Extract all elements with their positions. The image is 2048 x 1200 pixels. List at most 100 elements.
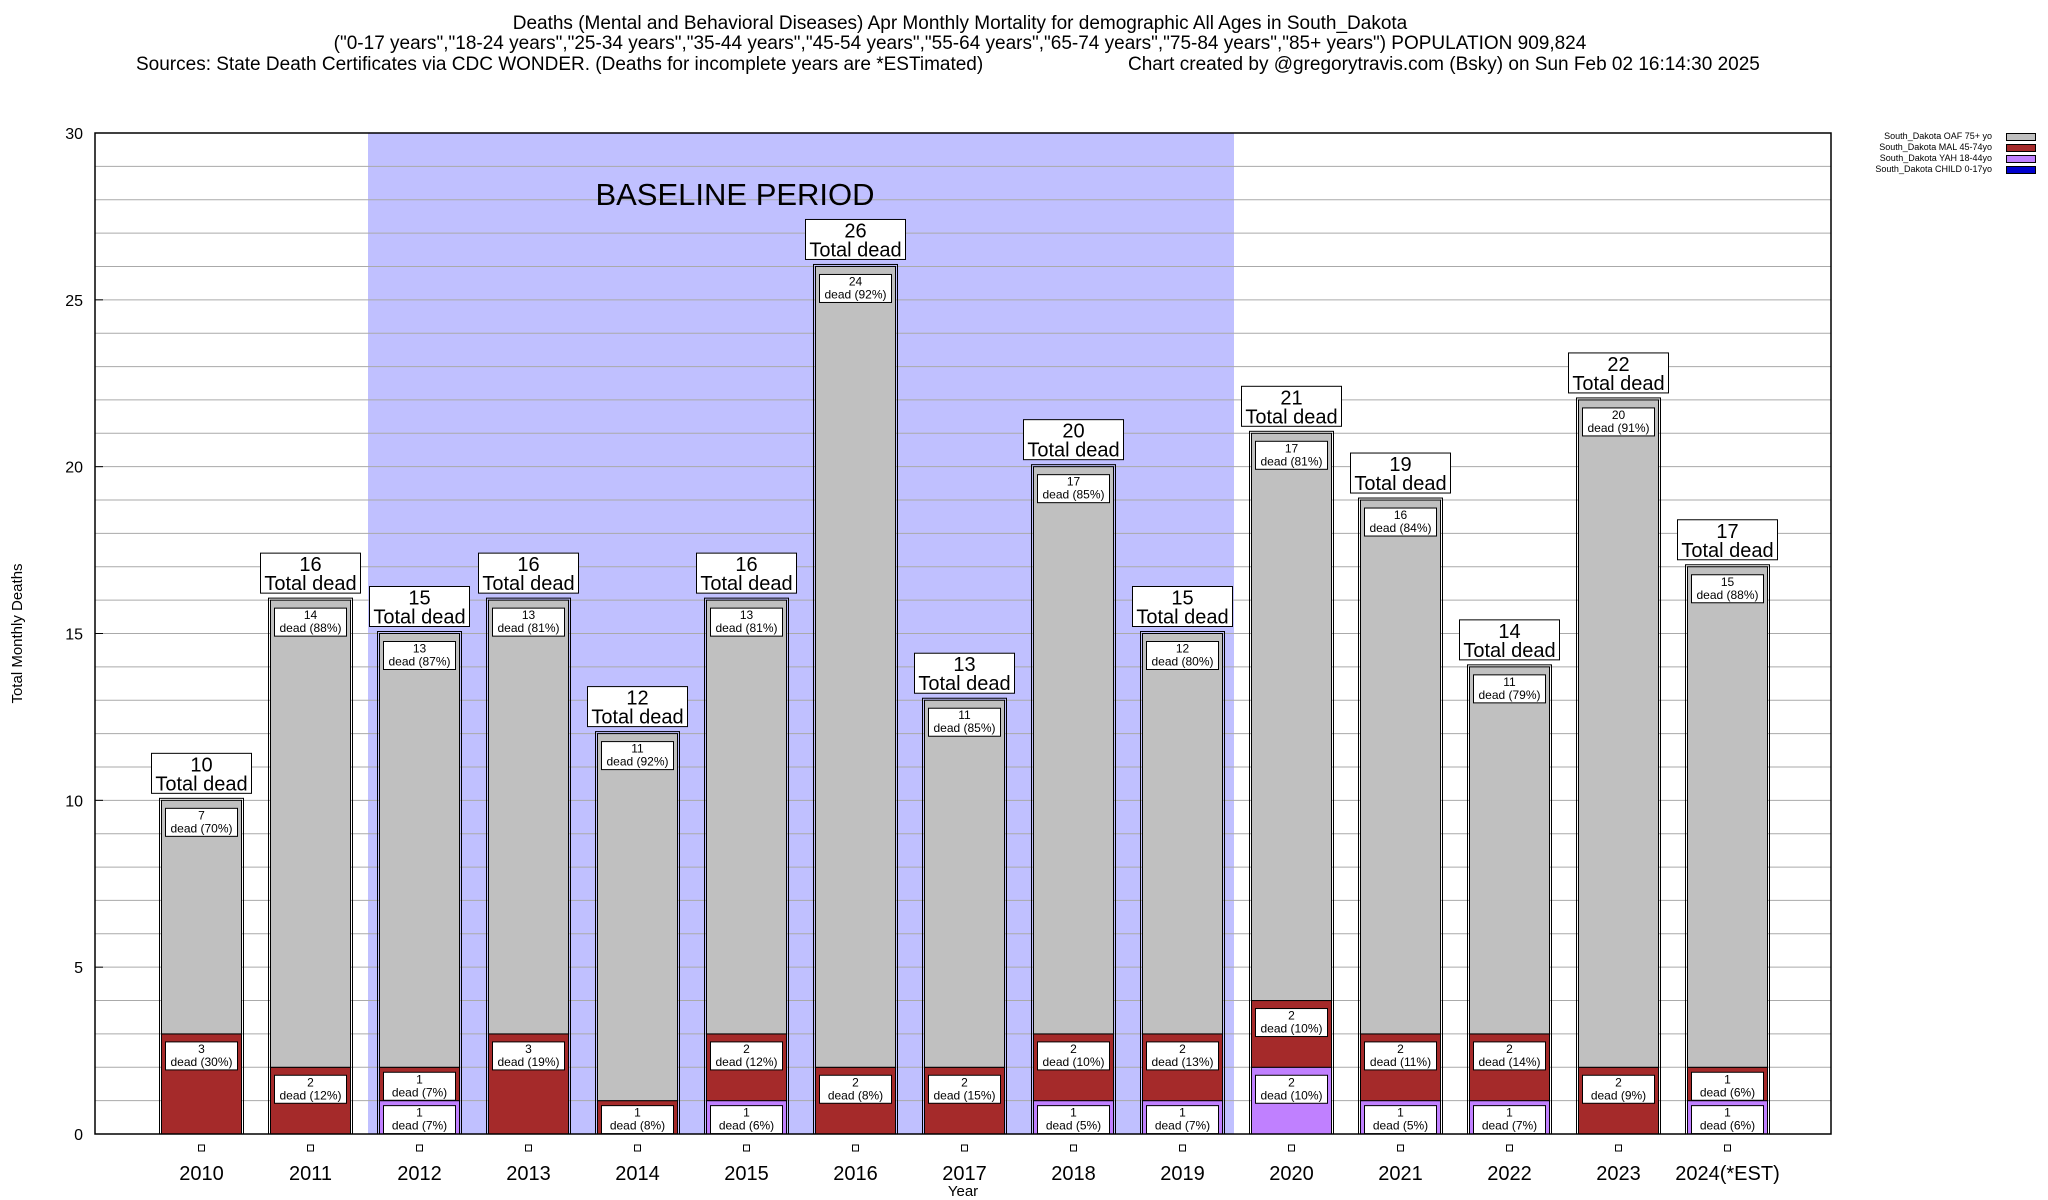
- segment-label-box: [710, 607, 783, 637]
- segment-label-pct: dead (88%): [1696, 588, 1758, 602]
- segment-label-pct: dead (88%): [279, 621, 341, 635]
- x-marker: [1288, 1144, 1295, 1152]
- segment-label-box: [1037, 474, 1110, 504]
- total-label-count: 16: [735, 554, 757, 576]
- chart-credit: Chart created by @gregorytravis.com (Bsk…: [1128, 54, 1760, 75]
- total-label-box: [587, 686, 688, 728]
- bar-segment: [1251, 432, 1332, 1002]
- x-marker: [416, 1144, 423, 1152]
- segment-label-count: 17: [1067, 475, 1081, 489]
- segment-label-box: [601, 741, 674, 771]
- segment-label-pct: dead (5%): [1373, 1119, 1428, 1133]
- x-tick-label: 2012: [397, 1163, 442, 1185]
- x-tick-label: 2010: [179, 1163, 224, 1185]
- segment-label-count: 1: [416, 1072, 423, 1086]
- plot-frame: [94, 132, 1832, 1135]
- bar-segment: [1360, 499, 1441, 1035]
- segment-label-box: [492, 1041, 565, 1071]
- total-label-text: Total dead: [700, 573, 792, 595]
- segment-label-count: 1: [1724, 1072, 1731, 1086]
- segment-label-box: [165, 1041, 238, 1071]
- segment-label-box: [819, 1074, 892, 1104]
- x-marker: [1615, 1144, 1622, 1152]
- segment-label-pct: dead (12%): [279, 1088, 341, 1102]
- segment-label-count: 2: [852, 1075, 859, 1089]
- segment-label-count: 2: [307, 1075, 314, 1089]
- segment-label-box: [1146, 641, 1219, 670]
- segment-label-count: 1: [1070, 1106, 1077, 1120]
- total-label-box: [369, 586, 470, 627]
- bar-segment: [1469, 666, 1550, 1035]
- legend-swatch: [2006, 166, 2036, 174]
- y-tick-label: 5: [74, 960, 83, 977]
- segment-label-count: 16: [1394, 508, 1408, 522]
- x-tick-label: 2018: [1051, 1163, 1096, 1185]
- total-label-count: 15: [408, 588, 430, 610]
- segment-label-pct: dead (85%): [933, 721, 995, 735]
- segment-label-pct: dead (81%): [715, 621, 777, 635]
- segment-label-box: [165, 807, 238, 837]
- segment-label-count: 13: [522, 608, 536, 622]
- total-label-box: [1241, 385, 1342, 427]
- segment-label-count: 11: [1503, 675, 1516, 689]
- segment-label-box: [1037, 1041, 1110, 1071]
- segment-label-count: 11: [958, 708, 971, 722]
- segment-label-pct: dead (12%): [715, 1055, 777, 1069]
- total-label-text: Total dead: [1354, 473, 1446, 495]
- segment-label-box: [383, 1105, 456, 1135]
- segment-label-pct: dead (91%): [1587, 421, 1649, 435]
- segment-label-count: 2: [1288, 1075, 1295, 1089]
- segment-label-pct: dead (8%): [828, 1088, 883, 1102]
- total-label-text: Total dead: [1572, 373, 1664, 395]
- segment-label-count: 1: [1179, 1106, 1186, 1120]
- legend-entry: South_Dakota MAL 45-74yo: [1850, 142, 2036, 153]
- total-label-box: [1459, 619, 1560, 661]
- y-tick-label: 30: [65, 126, 83, 143]
- total-label-text: Total dead: [1027, 440, 1119, 462]
- x-tick-label: 2021: [1378, 1163, 1423, 1185]
- segment-label-pct: dead (13%): [1151, 1055, 1213, 1069]
- segment-label-count: 2: [1397, 1042, 1404, 1056]
- legend-entry: South_Dakota CHILD 0-17yo: [1850, 164, 2036, 175]
- segment-label-pct: dead (81%): [497, 621, 559, 635]
- bar-segment: [379, 633, 460, 1068]
- segment-label-pct: dead (7%): [392, 1119, 447, 1133]
- segment-label-box: [1473, 1041, 1546, 1071]
- segment-label-pct: dead (10%): [1260, 1022, 1322, 1036]
- segment-label-count: 17: [1285, 441, 1299, 455]
- segment-label-count: 11: [631, 742, 644, 756]
- segment-label-count: 2: [1615, 1075, 1622, 1089]
- segment-label-box: [710, 1041, 783, 1071]
- x-marker: [307, 1144, 314, 1152]
- legend-swatch: [2006, 144, 2036, 152]
- chart-source: Sources: State Death Certificates via CD…: [136, 54, 984, 75]
- total-label-text: Total dead: [1245, 406, 1337, 428]
- total-label-count: 26: [844, 220, 866, 242]
- bar-segment: [706, 599, 787, 1035]
- segment-label-count: 3: [525, 1042, 532, 1056]
- segment-label-box: [1691, 1071, 1764, 1101]
- segment-label-count: 1: [1724, 1106, 1731, 1120]
- total-label-box: [1350, 452, 1451, 494]
- segment-label-pct: dead (70%): [170, 821, 232, 835]
- bar-segment: [815, 265, 896, 1068]
- segment-label-box: [819, 273, 892, 303]
- x-marker: [961, 1144, 968, 1152]
- segment-label-pct: dead (80%): [1151, 655, 1213, 669]
- segment-label-pct: dead (92%): [606, 755, 668, 769]
- segment-label-pct: dead (81%): [1260, 454, 1322, 468]
- x-tick-label: 2020: [1269, 1163, 1314, 1185]
- segment-label-box: [1255, 440, 1328, 470]
- segment-label-pct: dead (30%): [170, 1055, 232, 1069]
- segment-label-box: [1691, 1105, 1764, 1135]
- segment-label-count: 7: [198, 808, 205, 822]
- total-label-text: Total dead: [591, 707, 683, 729]
- total-label-count: 16: [517, 554, 539, 576]
- segment-label-count: 2: [1070, 1042, 1077, 1056]
- x-marker: [198, 1144, 205, 1152]
- x-tick-label: 2014: [615, 1163, 660, 1185]
- y-tick-label: 20: [65, 460, 83, 477]
- x-tick-label: 2017: [942, 1163, 987, 1185]
- total-label-text: Total dead: [809, 239, 901, 261]
- x-marker: [1506, 1144, 1513, 1152]
